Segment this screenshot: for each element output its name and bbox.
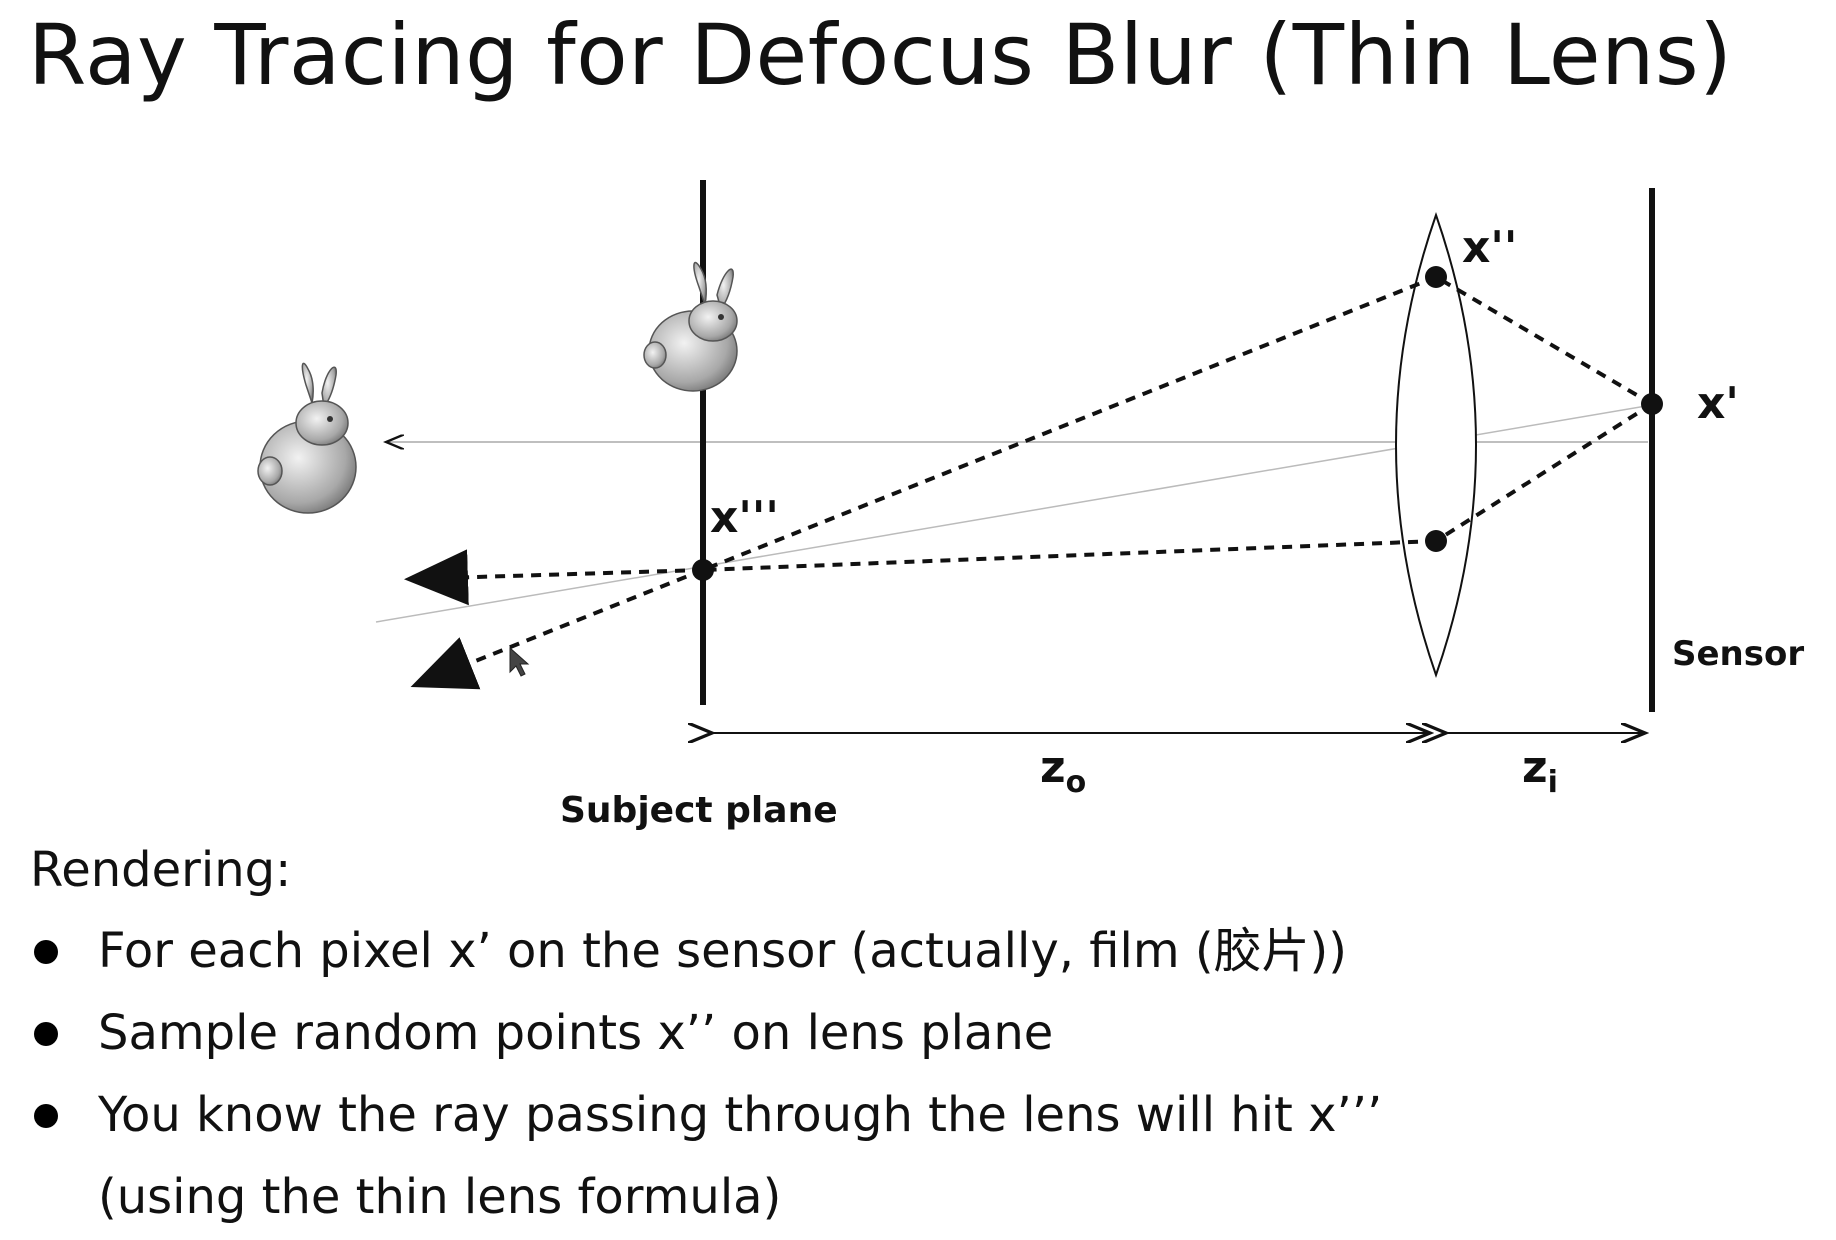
list-item-continuation: (using the thin lens formula) — [30, 1156, 1810, 1238]
page-title: Ray Tracing for Defocus Blur (Thin Lens) — [28, 6, 1733, 104]
bunny-icon — [257, 362, 357, 514]
thin-lens — [1395, 211, 1477, 679]
arrowhead-icon — [509, 646, 530, 677]
bullet-text: Sample random points x’’ on lens plane — [98, 1005, 1054, 1061]
bunny-icon — [643, 261, 738, 392]
bullet-icon — [34, 1022, 58, 1046]
thin-lens-diagram: x''' x'' x' Sensor Subject plane zo zi — [257, 180, 1804, 831]
bullet-icon — [34, 1104, 58, 1128]
label-x-triple-prime: x''' — [710, 492, 779, 543]
label-x-double-prime: x'' — [1462, 222, 1517, 273]
label-subject-plane: Subject plane — [560, 790, 838, 831]
rendering-list: For each pixel x’ on the sensor (actuall… — [30, 910, 1810, 1238]
rendering-section: Rendering: For each pixel x’ on the sens… — [30, 840, 1810, 1238]
point-lens-bottom — [1425, 530, 1447, 552]
list-item: For each pixel x’ on the sensor (actuall… — [30, 910, 1810, 992]
ray-lens-top-to-subject — [702, 275, 1437, 572]
ray-sensor-to-lens-top — [1434, 275, 1654, 406]
ray-lens-bottom-to-subject — [702, 539, 1437, 572]
bullet-text: For each pixel x’ on the sensor (actuall… — [98, 923, 1348, 979]
label-x-prime: x' — [1697, 378, 1739, 429]
label-zo-base: z — [1040, 742, 1066, 793]
label-sensor: Sensor — [1672, 634, 1804, 674]
bullet-text: You know the ray passing through the len… — [98, 1087, 1383, 1143]
list-item: Sample random points x’’ on lens plane — [30, 992, 1810, 1074]
ray-extension-down — [410, 568, 704, 690]
label-zi-base: z — [1522, 742, 1548, 793]
bullet-icon — [34, 940, 58, 964]
point-x-triple-prime — [692, 559, 714, 581]
label-zi: zi — [1522, 742, 1558, 800]
rendering-heading: Rendering: — [30, 842, 292, 898]
label-zi-sub: i — [1548, 765, 1558, 800]
ray-extension-straight — [404, 549, 704, 606]
label-zo-sub: o — [1066, 765, 1087, 800]
list-item: You know the ray passing through the len… — [30, 1074, 1810, 1156]
bullet-continuation-text: (using the thin lens formula) — [98, 1169, 782, 1225]
point-x-prime — [1641, 393, 1663, 415]
point-x-double-prime-top — [1425, 266, 1447, 288]
ray-sensor-to-lens-bottom — [1434, 402, 1654, 543]
label-zo: zo — [1040, 742, 1086, 800]
